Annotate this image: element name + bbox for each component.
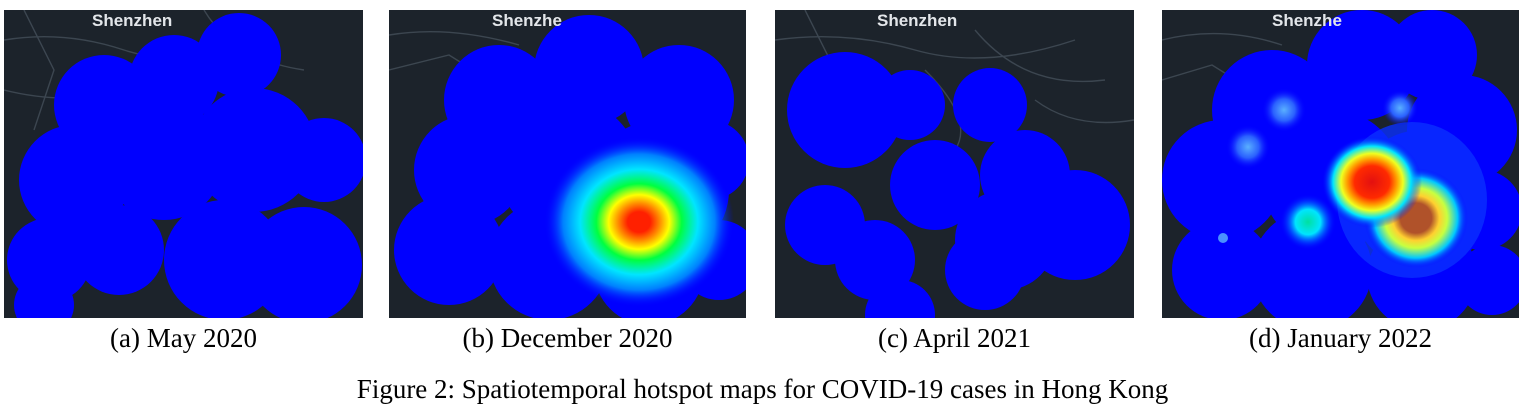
hotspot-minor [1382, 90, 1418, 126]
panel-caption-d: (d) January 2022 [1249, 323, 1432, 353]
panel-caption-b: (b) December 2020 [462, 323, 673, 353]
heatmap-c: Shenzhen [775, 10, 1134, 318]
map-city-label: Shenzhe [492, 11, 562, 30]
hotspot-blobs [785, 52, 1130, 318]
hotspot-blobs [7, 13, 363, 318]
hotspot-minor [1262, 88, 1306, 132]
hotspot-medium [1280, 194, 1336, 250]
map-panel-a: Shenzhen [4, 10, 363, 318]
map-city-label: Shenzhen [92, 11, 172, 30]
panel-caption-c: (c) April 2021 [878, 323, 1031, 353]
panel-caption-a: (a) May 2020 [110, 323, 257, 353]
heatmap-d: Shenzhe [1162, 10, 1519, 318]
map-city-label: Shenzhe [1272, 11, 1342, 30]
heatmap-b: Shenzhe [389, 11, 746, 318]
figure-caption: Figure 2: Spatiotemporal hotspot maps fo… [356, 374, 1169, 404]
hotspot-minor [1226, 125, 1270, 169]
hotspot-peak [1322, 136, 1422, 228]
hotspot-minor [1218, 233, 1228, 243]
map-panel-c: Shenzhen [775, 10, 1134, 318]
map-city-label: Shenzhen [877, 11, 957, 30]
heatmap-a: Shenzhen [4, 10, 363, 318]
map-panel-d: Shenzhe [1162, 10, 1519, 318]
hotspot-peak [544, 137, 734, 307]
map-panel-b: Shenzhe [389, 10, 746, 318]
